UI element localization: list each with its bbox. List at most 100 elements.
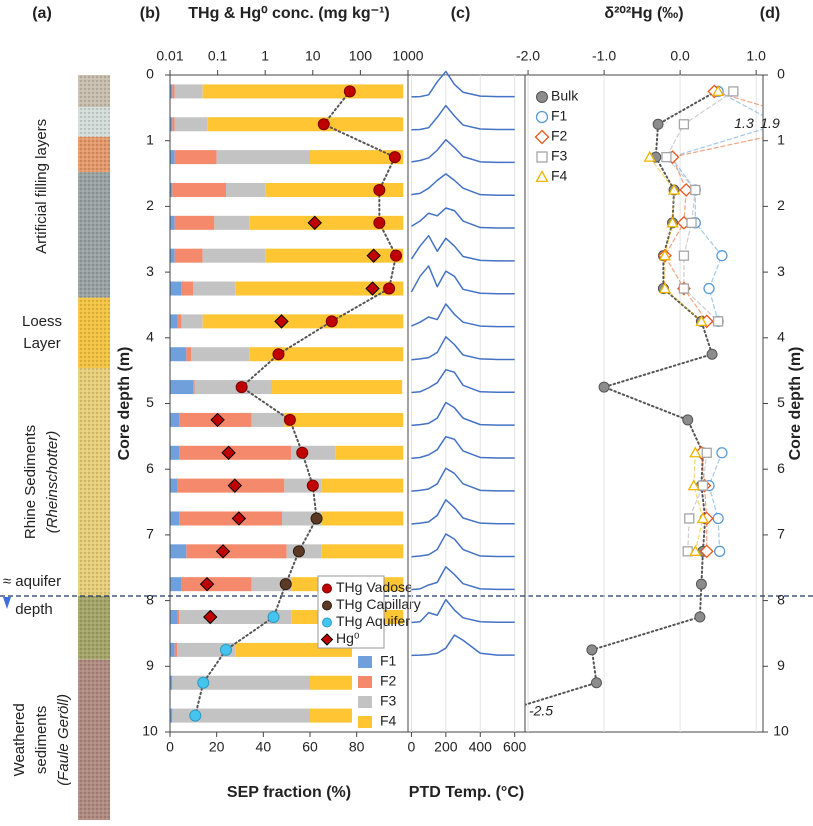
unit-label: Layer [23,335,61,352]
point [716,447,728,459]
bar-segment [249,215,404,230]
y-tick-label: 8 [777,591,785,607]
point [661,151,672,163]
legend-label: F3 [380,693,397,709]
point [666,216,679,228]
bar-segment [186,544,287,559]
bar-segment [177,642,236,657]
x-tick-label: 60 [302,739,318,755]
series-line [649,156,704,552]
bar-segment [170,117,173,132]
plot-frame [407,74,526,733]
x-tick-label: 10 [305,48,321,64]
unit-label: Loess [22,313,62,330]
y-tick-label: 0 [146,66,154,82]
thermogram [411,368,515,394]
bar-segment [172,182,226,197]
unit-label: (Rheinschotter) [44,431,61,534]
x-tick-label: 0.0 [670,48,690,64]
series-line [664,90,763,552]
point [366,248,381,263]
bar-segment [170,150,175,165]
x-tick-label: 80 [349,739,365,755]
y-axis-title: Core depth (m) [116,347,133,461]
legend-marker [536,91,548,103]
point [678,250,690,261]
bar-segment [170,248,175,263]
thermogram [411,598,515,624]
point [485,711,495,721]
point [373,183,386,196]
x-tick-label: 1 [261,48,269,64]
point [706,348,718,360]
y-tick-label: 4 [146,329,154,345]
point [694,611,706,623]
thermogram [411,435,515,460]
legend-label: Bulk [551,88,579,104]
bar-segment [170,182,173,197]
point [716,250,728,262]
point [199,576,215,592]
point [383,282,396,295]
point [667,183,681,195]
y-tick-label: 1 [146,131,154,147]
point [235,381,248,394]
legend-swatch [358,656,372,668]
bar-segment [174,248,203,263]
bar-segment [170,347,187,362]
x-tick-label: -2.0 [516,48,540,64]
thermogram [410,265,515,295]
point [317,118,330,131]
y-axis-title: Core depth (m) [787,347,804,461]
bar-segment [172,708,310,723]
bar-segment [179,511,282,526]
layer-texture [78,596,110,660]
point [712,85,725,97]
bar-segment [170,544,187,559]
legend-label: F2 [380,673,397,689]
bar-segment [170,380,194,395]
x-tick-label: 0.01 [156,48,183,64]
thermogram [411,70,515,98]
bar-segment [172,117,175,132]
y-tick-label: 6 [777,460,785,476]
bar-segment [170,708,173,723]
bar-segment [170,478,177,493]
point [283,413,296,426]
bar-segment [170,215,175,230]
point [695,315,708,327]
aquifer-label: ≈ aquifer [3,573,61,590]
plot-area [485,84,763,721]
x-tick-label: 20 [209,739,225,755]
x-tick-label: 0.1 [208,48,228,64]
layer-texture [78,172,110,298]
point [365,281,380,296]
legend-marker [534,129,550,145]
x-axis-title: PTD Temp. (°C) [409,784,524,801]
bar-segment [226,182,266,197]
panel-label: (c) [451,5,471,22]
point [712,316,724,327]
point [714,545,726,557]
bar-segment [174,215,215,230]
point [210,412,225,428]
x-tick-label: 0 [408,739,416,755]
point [686,217,697,228]
point [325,315,338,328]
point [689,446,702,458]
data-label: 1.9 [760,115,780,131]
unit-label: Rhine Sediments [22,425,39,539]
point [274,314,289,329]
layer-texture [78,75,110,108]
bar-segment [202,314,404,329]
layer-texture [78,107,110,137]
data-label: -2.5 [529,702,553,718]
point [310,512,323,525]
point [219,643,232,656]
bar-segment [181,577,252,592]
legend-swatch [358,716,372,728]
point [712,512,724,525]
y-tick-label: 9 [777,657,785,673]
legend-label: F1 [551,108,568,124]
